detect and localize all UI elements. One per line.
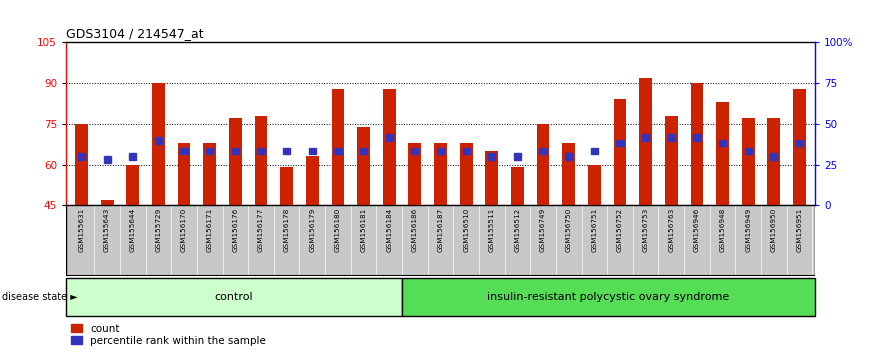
Text: GSM156512: GSM156512	[515, 207, 521, 252]
Text: GSM156181: GSM156181	[360, 207, 366, 252]
Text: GSM156186: GSM156186	[411, 207, 418, 252]
Bar	[640, 78, 652, 205]
Bar	[409, 143, 421, 205]
Bar	[485, 151, 498, 205]
Bar	[181, 148, 188, 154]
Text: GSM156752: GSM156752	[617, 207, 623, 252]
Bar	[331, 88, 344, 205]
Bar	[229, 119, 241, 205]
Bar	[691, 83, 703, 205]
Text: GSM156751: GSM156751	[591, 207, 597, 252]
Bar	[488, 153, 495, 160]
Bar	[78, 153, 85, 160]
Bar	[178, 143, 190, 205]
Text: GSM155643: GSM155643	[104, 207, 110, 252]
Text: insulin-resistant polycystic ovary syndrome: insulin-resistant polycystic ovary syndr…	[487, 292, 729, 302]
Bar	[152, 83, 165, 205]
Bar	[411, 148, 418, 154]
Text: GSM156179: GSM156179	[309, 207, 315, 252]
Text: GDS3104 / 214547_at: GDS3104 / 214547_at	[66, 27, 204, 40]
Text: GSM156763: GSM156763	[669, 207, 674, 252]
Text: GSM156170: GSM156170	[181, 207, 187, 252]
Bar	[591, 148, 598, 154]
Text: GSM156171: GSM156171	[207, 207, 212, 252]
Text: GSM156187: GSM156187	[438, 207, 443, 252]
Bar	[204, 143, 216, 205]
Bar	[402, 278, 815, 316]
Text: GSM156949: GSM156949	[745, 207, 751, 252]
Text: GSM156749: GSM156749	[540, 207, 546, 252]
Legend: count, percentile rank within the sample: count, percentile rank within the sample	[71, 324, 266, 346]
Bar	[796, 139, 803, 146]
Text: GSM156178: GSM156178	[284, 207, 290, 252]
Bar	[511, 167, 524, 205]
Bar	[562, 143, 575, 205]
Text: GSM155729: GSM155729	[155, 207, 161, 252]
Text: GSM156950: GSM156950	[771, 207, 777, 252]
Text: GSM156180: GSM156180	[335, 207, 341, 252]
Bar	[130, 153, 137, 160]
Bar	[360, 148, 367, 154]
Bar	[66, 278, 402, 316]
Text: control: control	[215, 292, 254, 302]
Bar	[103, 156, 111, 162]
Bar	[668, 134, 675, 141]
Bar	[665, 116, 677, 205]
Bar	[770, 153, 777, 160]
Bar	[255, 116, 268, 205]
Bar	[437, 148, 444, 154]
Text: GSM156951: GSM156951	[796, 207, 803, 252]
Bar	[126, 165, 139, 205]
Bar	[565, 153, 573, 160]
Text: GSM156948: GSM156948	[720, 207, 726, 252]
Bar	[306, 156, 319, 205]
Bar	[283, 148, 290, 154]
Bar	[460, 143, 472, 205]
Bar	[539, 148, 547, 154]
Bar	[206, 148, 213, 154]
Bar	[257, 148, 264, 154]
Bar	[613, 99, 626, 205]
Bar	[357, 127, 370, 205]
Bar	[719, 139, 726, 146]
Text: GSM155644: GSM155644	[130, 207, 136, 252]
Bar	[463, 148, 470, 154]
Bar	[642, 134, 649, 141]
Bar	[537, 124, 550, 205]
Bar	[100, 200, 114, 205]
Bar	[75, 124, 88, 205]
Text: disease state ►: disease state ►	[2, 292, 78, 302]
Text: GSM155631: GSM155631	[78, 207, 85, 252]
Bar	[742, 119, 755, 205]
Text: GSM156946: GSM156946	[694, 207, 700, 252]
Text: GSM156510: GSM156510	[463, 207, 470, 252]
Bar	[514, 153, 521, 160]
Bar	[434, 143, 447, 205]
Bar	[716, 102, 729, 205]
Bar	[744, 148, 751, 154]
Text: GSM155511: GSM155511	[489, 207, 495, 252]
Bar	[617, 139, 624, 146]
Bar	[334, 148, 342, 154]
Bar	[155, 137, 162, 144]
Text: GSM156177: GSM156177	[258, 207, 264, 252]
Bar	[386, 134, 393, 141]
Text: GSM156184: GSM156184	[386, 207, 392, 252]
Text: GSM156753: GSM156753	[642, 207, 648, 252]
Text: GSM156176: GSM156176	[233, 207, 239, 252]
Bar	[767, 119, 781, 205]
Bar	[308, 148, 316, 154]
Bar	[232, 148, 239, 154]
Bar	[693, 134, 700, 141]
Bar	[793, 88, 806, 205]
Bar	[383, 88, 396, 205]
Text: GSM156750: GSM156750	[566, 207, 572, 252]
Bar	[280, 167, 293, 205]
Bar	[588, 165, 601, 205]
